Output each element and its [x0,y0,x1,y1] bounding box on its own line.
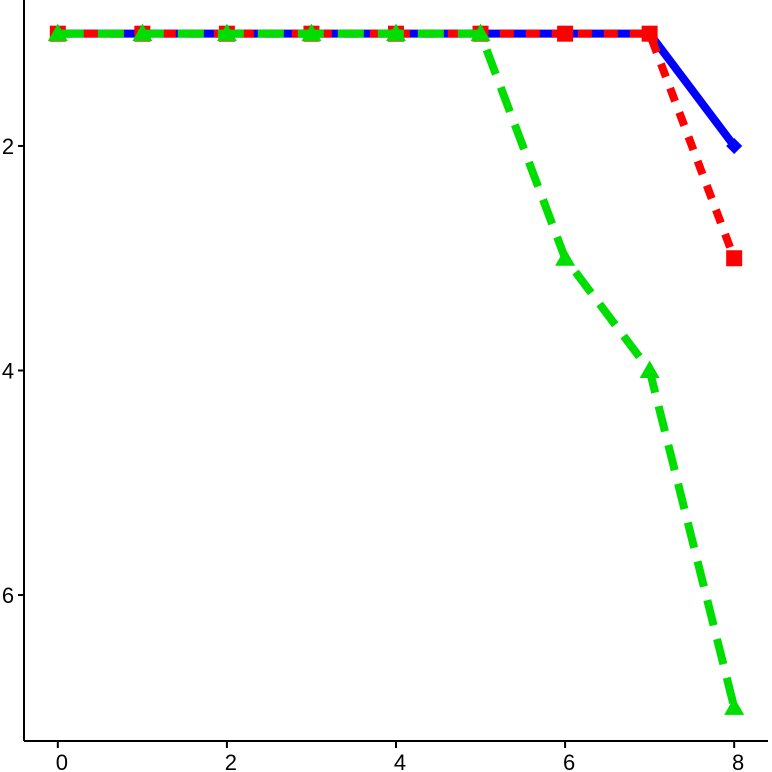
series-layer [47,23,745,715]
y-tick-label-4: 4 [2,359,14,384]
x-tick-label-8: 8 [732,750,744,772]
series-1-point-8 [726,137,743,154]
y-tick-label-2: 2 [2,134,14,159]
series-3-point-7 [639,360,660,378]
x-tick-label-2: 2 [225,750,237,772]
series-3-point-4 [386,23,406,42]
series-2-point-8 [726,250,743,267]
x-tick-label-0: 0 [56,750,68,772]
series-3-point-3 [301,23,322,42]
series-2-point-7 [641,25,658,42]
x-tick-label-6: 6 [563,750,575,772]
series-3-point-2 [216,23,237,42]
series-3-point-5 [470,23,491,42]
series-2-point-6 [557,25,574,42]
series-3-point-0 [47,23,68,42]
series-3-point-6 [555,248,576,266]
y-tick-label-6: 6 [2,583,14,608]
series-3 [47,23,745,715]
x-tick-label-4: 4 [394,750,406,772]
series-3-point-1 [132,23,153,42]
series-3-point-8 [724,697,745,715]
